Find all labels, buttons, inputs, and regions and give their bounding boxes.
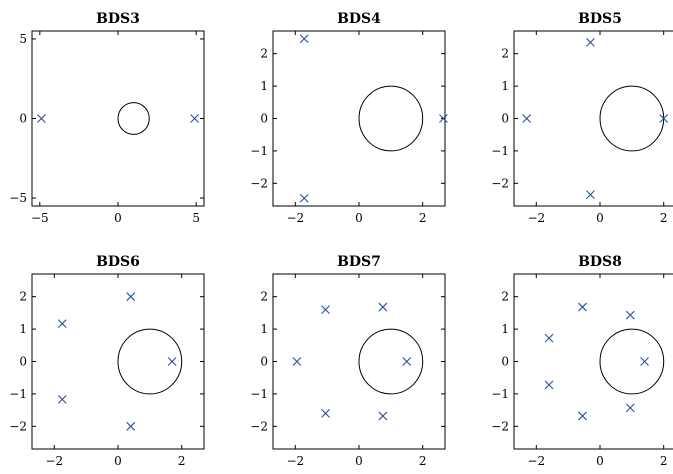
y-tick-label: 1 xyxy=(19,322,27,336)
pole-marker xyxy=(126,421,136,431)
pole-marker xyxy=(625,310,635,320)
x-tick-label: −2 xyxy=(286,211,304,225)
y-tick-label: 2 xyxy=(260,290,268,304)
pole-marker xyxy=(299,34,309,44)
pole-marker xyxy=(321,408,330,418)
axes-frame xyxy=(513,30,673,207)
pole-marker xyxy=(586,190,595,200)
pole-marker xyxy=(292,357,302,366)
pole-marker xyxy=(659,114,669,123)
x-tick-label: 0 xyxy=(114,454,122,468)
y-tick-label: 0 xyxy=(501,112,509,126)
subplot-title: BDS4 xyxy=(337,11,381,27)
subplot-bds4: BDS4 −2 0 2 −2 −1 0 1 2 xyxy=(250,11,448,225)
y-tick-label: −2 xyxy=(250,176,268,190)
y-tick-label: 0 xyxy=(260,112,268,126)
y-tick-label: 2 xyxy=(501,47,509,61)
y-tick-label: −2 xyxy=(250,419,268,433)
pole-marker xyxy=(544,333,554,343)
y-tick-label: 0 xyxy=(19,355,27,369)
x-tick-label: 0 xyxy=(355,454,363,468)
pole-marker xyxy=(439,114,448,123)
x-tick-label: 0 xyxy=(596,211,604,225)
pole-marker xyxy=(57,319,67,328)
x-tick-label: 2 xyxy=(660,211,668,225)
y-tick-label: −2 xyxy=(491,419,509,433)
y-tick-label: 5 xyxy=(19,32,27,46)
y-tick-label: 1 xyxy=(501,79,509,93)
y-tick-label: 0 xyxy=(501,355,509,369)
y-tick-label: −1 xyxy=(9,387,27,401)
x-tick-label: −2 xyxy=(527,454,545,468)
stability-circle xyxy=(117,102,150,135)
pole-marker xyxy=(625,403,635,413)
subplot-bds7: BDS7 −2 0 2 −2 −1 0 1 2 xyxy=(250,254,446,468)
pole-marker xyxy=(640,357,649,366)
pole-marker xyxy=(578,302,587,312)
y-tick-label: −2 xyxy=(9,419,27,433)
stability-circle xyxy=(599,328,665,395)
subplot-title: BDS8 xyxy=(578,254,622,270)
x-tick-label: 0 xyxy=(355,211,363,225)
y-tick-label: −1 xyxy=(250,144,268,158)
y-tick-label: −2 xyxy=(491,176,509,190)
subplot-title: BDS5 xyxy=(578,11,622,27)
subplot-title: BDS3 xyxy=(96,11,140,27)
subplot-bds8: BDS8 −2 0 2 −2 −1 0 1 2 xyxy=(491,254,673,468)
x-tick-label: 2 xyxy=(660,454,668,468)
pole-marker xyxy=(378,411,388,421)
axes-frame xyxy=(513,273,673,450)
pole-marker xyxy=(402,357,412,366)
x-tick-label: −5 xyxy=(31,211,49,225)
x-tick-label: 0 xyxy=(596,454,604,468)
stability-circle xyxy=(358,328,424,395)
stability-circle xyxy=(117,328,183,395)
subplot-title: BDS6 xyxy=(96,254,140,270)
y-tick-label: 2 xyxy=(260,47,268,61)
pole-marker xyxy=(544,380,554,390)
y-tick-label: 2 xyxy=(501,290,509,304)
subplot-bds6: BDS6 −2 0 2 −2 −1 0 1 2 xyxy=(9,254,205,468)
pole-marker xyxy=(578,411,587,421)
subplot-title: BDS7 xyxy=(337,254,381,270)
x-tick-label: 2 xyxy=(419,454,427,468)
pole-marker xyxy=(126,292,136,302)
pole-marker xyxy=(321,305,330,315)
y-tick-label: 1 xyxy=(260,322,268,336)
pole-marker xyxy=(190,114,200,123)
y-tick-label: 0 xyxy=(260,355,268,369)
x-tick-label: 5 xyxy=(192,211,200,225)
y-tick-label: −5 xyxy=(9,191,27,205)
y-tick-label: −1 xyxy=(491,144,509,158)
subplot-bds3: BDS3 −5 0 5 −5 0 5 xyxy=(9,11,205,225)
subplot-bds5: BDS5 −2 0 2 −2 −1 0 1 2 xyxy=(491,11,673,225)
x-tick-label: −2 xyxy=(527,211,545,225)
stability-circle xyxy=(358,85,424,152)
y-tick-label: −1 xyxy=(250,387,268,401)
x-tick-label: −2 xyxy=(45,454,63,468)
y-tick-label: 2 xyxy=(19,290,27,304)
pole-marker xyxy=(586,37,595,47)
y-tick-label: 1 xyxy=(501,322,509,336)
x-tick-label: 2 xyxy=(419,211,427,225)
x-tick-label: 2 xyxy=(178,454,186,468)
pole-marker xyxy=(299,193,309,203)
y-tick-label: −1 xyxy=(491,387,509,401)
y-tick-label: 1 xyxy=(260,79,268,93)
pole-marker xyxy=(522,114,532,123)
y-tick-label: 0 xyxy=(19,112,27,126)
pole-marker xyxy=(36,114,46,123)
pole-marker xyxy=(57,395,67,404)
x-tick-label: −2 xyxy=(286,454,304,468)
x-tick-label: 0 xyxy=(114,211,122,225)
pole-marker xyxy=(167,357,177,366)
pole-marker xyxy=(378,302,388,312)
